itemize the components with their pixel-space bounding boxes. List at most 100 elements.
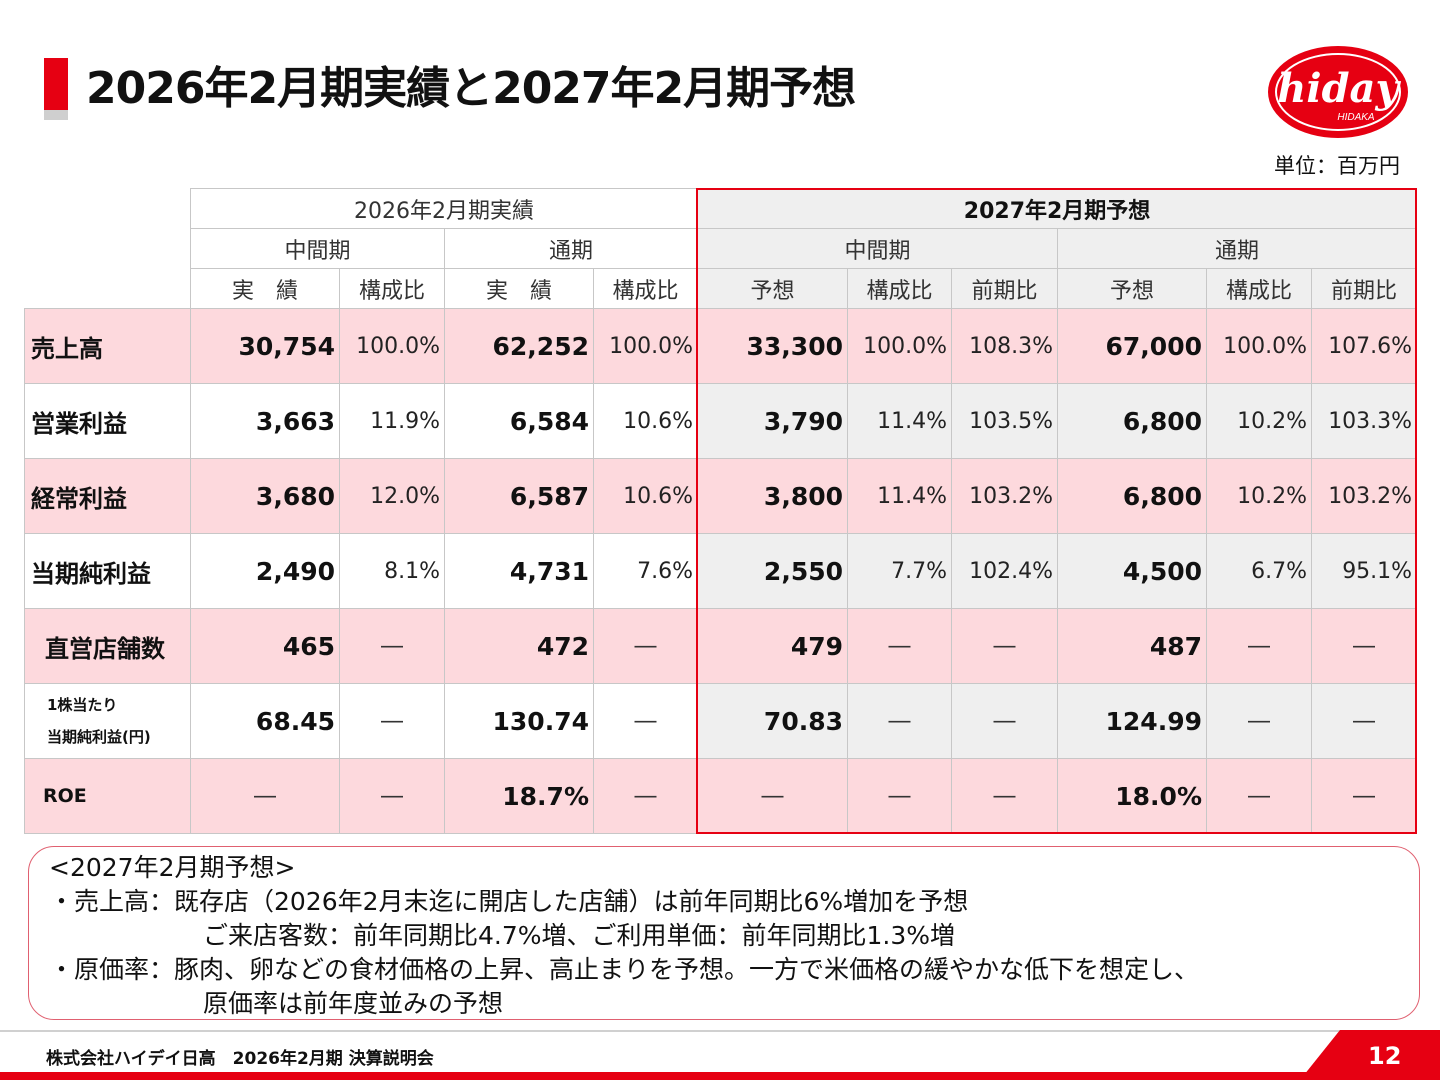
header-actual-full: 通期	[444, 228, 698, 269]
cell-value: 33,300	[697, 308, 848, 384]
cell-value: 67,000	[1057, 308, 1207, 384]
cell-dash: ―	[847, 683, 952, 759]
table-row: 当期純利益 2,490 8.1% 4,731 7.6% 2,550 7.7% 1…	[24, 533, 1418, 609]
table-row: 営業利益 3,663 11.9% 6,584 10.6% 3,790 11.4%…	[24, 383, 1418, 459]
notes-heading: <2027年2月期予想>	[49, 853, 296, 882]
row-label: 直営店舗数	[24, 608, 191, 684]
cell-value: 6,800	[1057, 458, 1207, 534]
cell-dash: ―	[593, 683, 698, 759]
cell-ratio: 100.0%	[593, 308, 698, 384]
cell-value: 30,754	[190, 308, 340, 384]
cell-ratio: 8.1%	[339, 533, 445, 609]
cell-yoy: 103.2%	[951, 458, 1058, 534]
cell-value: 3,800	[697, 458, 848, 534]
cell-value: 130.74	[444, 683, 594, 759]
cell-value: 6,584	[444, 383, 594, 459]
table-row: 直営店舗数 465 ― 472 ― 479 ― ― 487 ― ―	[24, 608, 1418, 684]
cell-ratio: 12.0%	[339, 458, 445, 534]
cell-ratio: 7.7%	[847, 533, 952, 609]
hiday-logo: hiday HIDAKA	[1268, 46, 1408, 138]
cell-value: 3,663	[190, 383, 340, 459]
cell-ratio: 10.2%	[1206, 383, 1312, 459]
cell-value: 4,731	[444, 533, 594, 609]
cell-ratio: 100.0%	[847, 308, 952, 384]
cell-dash: ―	[847, 608, 952, 684]
cell-value: 70.83	[697, 683, 848, 759]
cell-dash: ―	[190, 758, 340, 834]
cell-dash: ―	[1206, 758, 1312, 834]
footer-company: 株式会社ハイデイ日高 2026年2月期 決算説明会	[46, 1049, 434, 1069]
forecast-notes-box: <2027年2月期予想> ・売上高：既存店（2026年2月末迄に開店した店舗）は…	[28, 846, 1420, 1020]
cell-yoy: 103.5%	[951, 383, 1058, 459]
cell-value: 68.45	[190, 683, 340, 759]
cell-dash: ―	[951, 758, 1058, 834]
logo-subtext: HIDAKA	[1337, 112, 1375, 123]
cell-dash: ―	[593, 608, 698, 684]
cell-ratio: 6.7%	[1206, 533, 1312, 609]
col-forecast: 予想	[1057, 268, 1207, 309]
header-forecast-full: 通期	[1056, 228, 1418, 269]
col-ratio: 構成比	[593, 268, 698, 309]
col-forecast: 予想	[697, 268, 848, 309]
cell-yoy: 103.2%	[1310, 458, 1418, 534]
col-ratio: 構成比	[339, 268, 445, 309]
cell-dash: ―	[1310, 758, 1418, 834]
row-label: 経常利益	[24, 458, 191, 534]
table-row: 1株当たり 当期純利益(円) 68.45 ― 130.74 ― 70.83 ― …	[24, 683, 1418, 759]
cell-value: 2,490	[190, 533, 340, 609]
cell-dash: ―	[951, 683, 1058, 759]
col-actual: 実 績	[444, 268, 594, 309]
cell-dash: ―	[951, 608, 1058, 684]
cell-ratio: 11.4%	[847, 458, 952, 534]
cell-value: 3,790	[697, 383, 848, 459]
cell-ratio: 10.6%	[593, 458, 698, 534]
cell-dash: ―	[1310, 683, 1418, 759]
row-label: 営業利益	[24, 383, 191, 459]
row-label: ROE	[24, 758, 191, 834]
cell-value: 2,550	[697, 533, 848, 609]
cell-yoy: 107.6%	[1310, 308, 1418, 384]
header-forecast-period: 2027年2月期予想	[696, 188, 1418, 229]
title-accent-shadow	[44, 110, 68, 120]
col-yoy: 前期比	[951, 268, 1058, 309]
table-row: 売上高 30,754 100.0% 62,252 100.0% 33,300 1…	[24, 308, 1418, 384]
cell-value: 3,680	[190, 458, 340, 534]
unit-label: 単位：百万円	[1274, 154, 1400, 178]
row-label-line1: 1株当たり	[47, 696, 118, 714]
cell-ratio: 100.0%	[339, 308, 445, 384]
cell-dash: ―	[847, 758, 952, 834]
cell-yoy: 102.4%	[951, 533, 1058, 609]
cell-dash: ―	[593, 758, 698, 834]
row-label: 売上高	[24, 308, 191, 384]
cell-ratio: 100.0%	[1206, 308, 1312, 384]
cell-value: 465	[190, 608, 340, 684]
cell-value: 124.99	[1057, 683, 1207, 759]
table-row: ROE ― ― 18.7% ― ― ― ― 18.0% ― ―	[24, 758, 1418, 834]
footer-red-stripe	[0, 1072, 1440, 1080]
cell-ratio: 10.2%	[1206, 458, 1312, 534]
cell-dash: ―	[339, 758, 445, 834]
header-forecast-half: 中間期	[697, 228, 1058, 269]
cell-ratio: 11.9%	[339, 383, 445, 459]
cell-value: 6,587	[444, 458, 594, 534]
page-title: 2026年2月期実績と2027年2月期予想	[86, 63, 856, 114]
cell-ratio: 7.6%	[593, 533, 698, 609]
financial-table: 2026年2月期実績 2027年2月期予想 中間期 通期 中間期 通期 実 績 …	[24, 188, 1418, 834]
col-ratio: 構成比	[1206, 268, 1312, 309]
cell-yoy: 103.3%	[1310, 383, 1418, 459]
title-accent-bar	[44, 58, 68, 110]
notes-line: ・売上高：既存店（2026年2月末迄に開店した店舗）は前年同期比6%増加を予想	[49, 887, 969, 916]
cell-value: 18.7%	[444, 758, 594, 834]
cell-value: 6,800	[1057, 383, 1207, 459]
notes-line: ・原価率：豚肉、卵などの食材価格の上昇、高止まりを予想。一方で米価格の緩やかな低…	[49, 955, 1200, 984]
header-actual-half: 中間期	[190, 228, 445, 269]
row-label-line2: 当期純利益(円)	[47, 728, 151, 746]
cell-dash: ―	[339, 608, 445, 684]
cell-yoy: 108.3%	[951, 308, 1058, 384]
cell-dash: ―	[1310, 608, 1418, 684]
page-number: 12	[1368, 1042, 1402, 1070]
cell-dash: ―	[1206, 683, 1312, 759]
cell-ratio: 11.4%	[847, 383, 952, 459]
col-ratio: 構成比	[847, 268, 952, 309]
notes-line: ご来店客数：前年同期比4.7%増、ご利用単価：前年同期比1.3%増	[203, 921, 956, 950]
